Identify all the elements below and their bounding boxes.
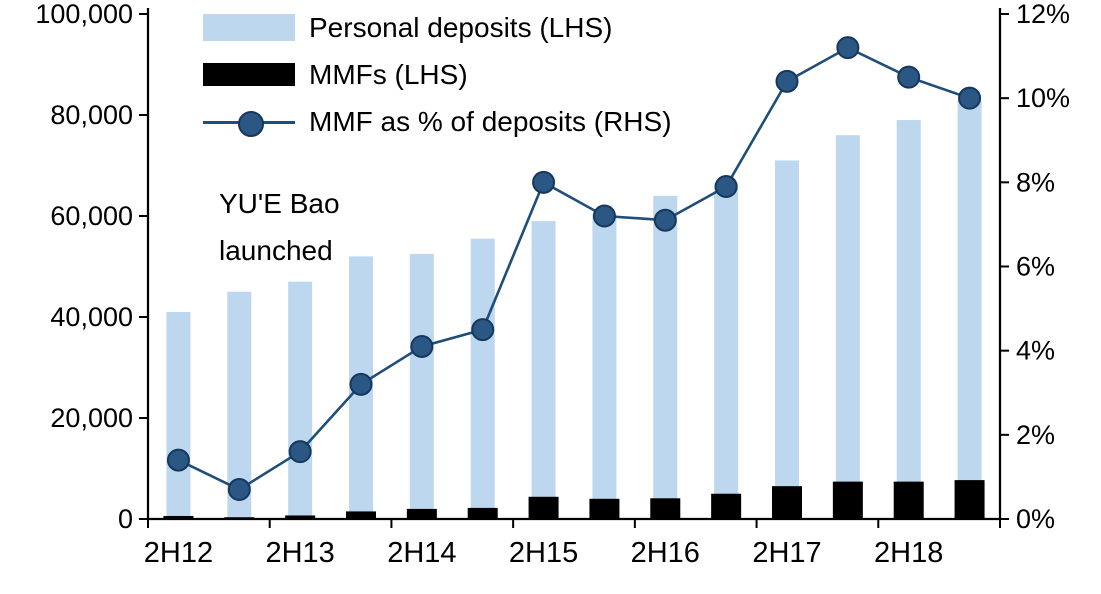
personal-deposit-bar: [653, 195, 678, 520]
personal-deposit-bar: [166, 311, 191, 519]
personal-deposit-bar: [957, 99, 982, 519]
mmf-bar: [954, 480, 985, 519]
mmf-percent-marker: [775, 69, 799, 93]
mmf-percent-swatch: [203, 108, 295, 137]
mmf-percent-marker: [349, 372, 373, 396]
personal-deposit-bar: [714, 183, 739, 520]
mmf-bar: [650, 498, 681, 519]
svg-text:100,000: 100,000: [35, 0, 133, 29]
svg-text:6%: 6%: [1016, 252, 1055, 282]
mmf-percent-line: [166, 36, 982, 502]
personal-deposit-bar: [592, 213, 617, 519]
personal-deposit-bar: [288, 281, 313, 519]
personal-deposit-bar: [896, 120, 921, 520]
svg-text:2H16: 2H16: [631, 537, 700, 569]
svg-text:2H18: 2H18: [874, 537, 943, 569]
annotation-line-2: launched: [219, 235, 333, 266]
legend-label-mmf-percent: MMF as % of deposits (RHS): [309, 105, 672, 137]
mmf-bar: [893, 481, 924, 519]
mmf-bar: [467, 507, 498, 519]
svg-text:2H14: 2H14: [387, 537, 456, 569]
legend-item-personal-deposits: Personal deposits (LHS): [203, 4, 672, 51]
mmf-bar: [528, 496, 559, 519]
mmf-percent-marker: [471, 318, 495, 342]
legend-line-marker: [238, 110, 264, 137]
svg-text:2H17: 2H17: [752, 537, 821, 569]
svg-text:80,000: 80,000: [50, 100, 133, 130]
legend-label-personal-deposits: Personal deposits (LHS): [309, 11, 613, 43]
mmf-percent-marker: [166, 448, 190, 472]
annotation-line-1: YU'E Bao: [219, 188, 340, 219]
mmf-bars: [163, 480, 985, 519]
annotation-yue-bao: YU'E Bao launched: [219, 180, 340, 274]
mmf-bar: [589, 498, 620, 519]
legend-item-mmf-percent: MMF as % of deposits (RHS): [203, 98, 672, 145]
mmf-percent-marker: [897, 65, 921, 89]
svg-text:0: 0: [118, 504, 133, 534]
mmf-percent-marker: [653, 208, 677, 232]
mmf-percent-marker: [836, 36, 860, 60]
personal-deposit-bar: [409, 253, 434, 519]
svg-text:4%: 4%: [1016, 336, 1055, 366]
mmf-bar: [346, 511, 376, 519]
svg-text:2H15: 2H15: [509, 537, 578, 569]
personal-deposit-bar: [775, 160, 799, 519]
right-axis-labels: 0% 2% 4% 6% 8% 10% 12%: [1016, 0, 1070, 534]
x-axis-labels: 2H12 2H13 2H14 2H15 2H16 2H17 2H18: [144, 537, 944, 569]
legend: Personal deposits (LHS) MMFs (LHS) MMF a…: [203, 4, 672, 145]
mmf-bar: [832, 481, 863, 519]
mmf-percent-marker: [592, 204, 616, 228]
svg-text:8%: 8%: [1016, 167, 1055, 197]
legend-label-mmfs: MMFs (LHS): [309, 58, 468, 90]
tick-marks: [139, 13, 1009, 528]
svg-text:12%: 12%: [1016, 0, 1070, 29]
svg-text:2H13: 2H13: [265, 537, 334, 569]
personal-deposits-bars: [166, 99, 982, 520]
mmf-bar: [163, 515, 194, 519]
svg-text:0%: 0%: [1016, 504, 1055, 534]
mmf-percent-marker: [532, 170, 556, 194]
mmf-percent-marker: [288, 440, 312, 464]
mmf-percent-marker: [410, 334, 434, 358]
mmf-percent-marker: [227, 478, 251, 502]
svg-text:20,000: 20,000: [50, 403, 133, 433]
svg-text:40,000: 40,000: [50, 302, 133, 332]
svg-text:60,000: 60,000: [50, 201, 133, 231]
mmf-percent-marker: [714, 175, 738, 199]
left-axis-labels: 0 20,000 40,000 60,000 80,000 100,000: [35, 0, 133, 534]
mmfs-swatch: [203, 63, 295, 86]
legend-item-mmfs: MMFs (LHS): [203, 51, 672, 98]
mmf-bar: [285, 515, 316, 519]
mmf-bar: [406, 508, 437, 519]
svg-text:2H12: 2H12: [144, 537, 213, 569]
mmf-bar: [772, 486, 802, 519]
svg-text:2%: 2%: [1016, 420, 1055, 450]
personal-deposit-bar: [470, 238, 495, 519]
personal-deposit-bar: [835, 135, 860, 519]
personal-deposit-bar: [531, 221, 556, 520]
mmf-percent-marker: [958, 86, 982, 110]
personal-deposits-swatch: [203, 14, 295, 41]
mmf-bar: [711, 493, 742, 519]
svg-text:10%: 10%: [1016, 83, 1070, 113]
